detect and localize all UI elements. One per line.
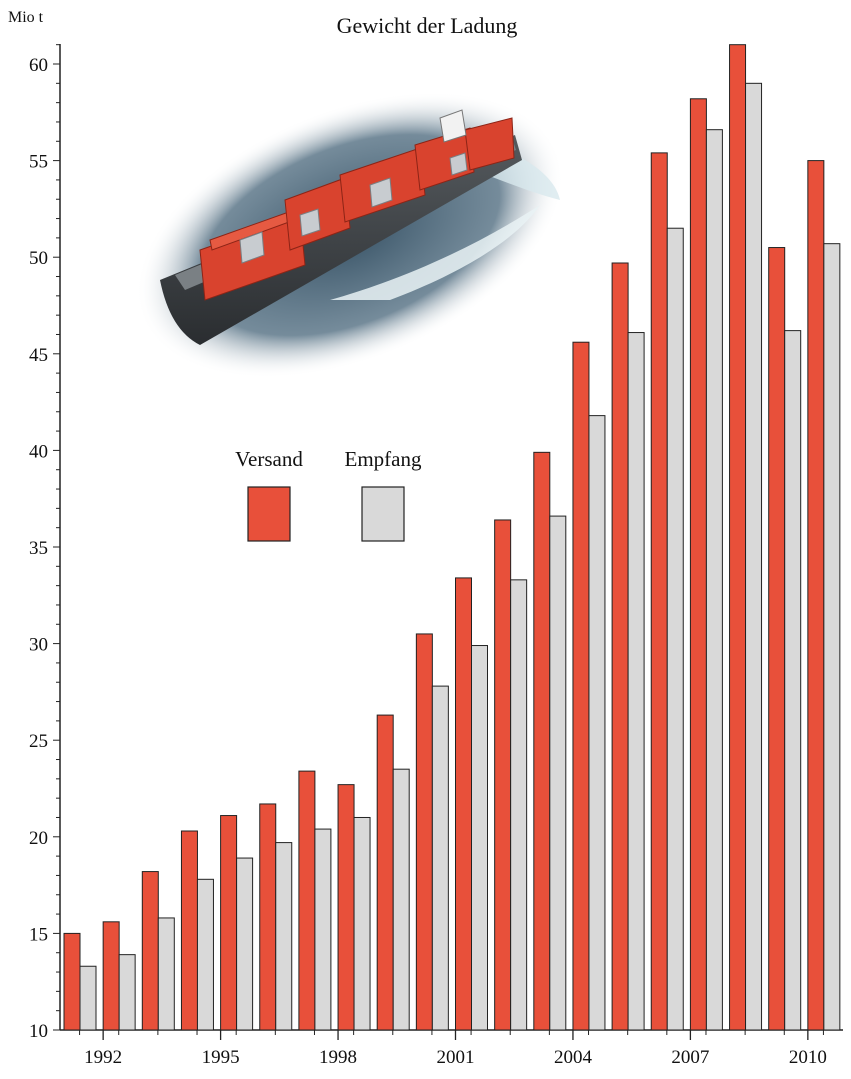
y-tick-label-35: 35	[29, 538, 48, 559]
bar-versand-2003	[533, 451, 551, 1031]
y-tick-label-55: 55	[29, 152, 48, 173]
bar-versand-2006	[650, 152, 668, 1031]
bar-empfang-2010	[823, 243, 841, 1031]
bar-versand-1993	[141, 871, 159, 1031]
bar-versand-1991	[63, 932, 81, 1031]
bar-empfang-1992	[118, 954, 136, 1031]
bar-versand-2009	[768, 247, 786, 1031]
bar-versand-1996	[259, 803, 277, 1031]
legend-swatch-empfang	[361, 486, 405, 542]
container-ship-photo	[136, 91, 564, 379]
x-tick-label-1995: 1995	[202, 1047, 240, 1068]
bar-empfang-2003	[549, 515, 567, 1031]
bar-empfang-2000	[431, 685, 449, 1031]
y-tick-label-20: 20	[29, 828, 48, 849]
bar-empfang-1999	[392, 768, 410, 1031]
bar-empfang-2009	[784, 330, 802, 1031]
bar-empfang-2007	[705, 129, 723, 1031]
y-tick-label-50: 50	[29, 248, 48, 269]
bar-empfang-2005	[627, 332, 645, 1031]
bars	[63, 44, 841, 1031]
bar-versand-1994	[180, 830, 198, 1031]
bar-versand-2002	[494, 519, 512, 1031]
legend: Versand Empfang	[235, 447, 422, 542]
bar-versand-1999	[376, 714, 394, 1031]
legend-label-versand: Versand	[235, 447, 303, 471]
y-axis-ticks: 10 15 20 25 30 35 40 45 50 55 60	[29, 44, 60, 1042]
bar-versand-2007	[689, 98, 707, 1031]
bar-empfang-2001	[471, 645, 488, 1031]
bar-empfang-1996	[275, 842, 293, 1031]
bar-empfang-2002	[510, 579, 528, 1031]
x-tick-label-2004: 2004	[554, 1047, 593, 1068]
bar-versand-2004	[572, 341, 590, 1031]
y-tick-label-45: 45	[29, 345, 48, 366]
legend-swatch-versand	[247, 486, 291, 542]
bar-empfang-1993	[157, 917, 175, 1031]
bar-versand-1992	[102, 921, 120, 1031]
x-tick-label-1998: 1998	[319, 1047, 357, 1068]
bar-empfang-1995	[236, 857, 254, 1031]
bar-empfang-2004	[588, 415, 606, 1031]
bar-versand-2000	[415, 633, 433, 1031]
bar-versand-1997	[298, 770, 316, 1031]
bar-empfang-2008	[745, 82, 763, 1031]
bar-empfang-1994	[196, 878, 214, 1031]
y-tick-label-25: 25	[29, 731, 48, 752]
x-tick-label-1992: 1992	[84, 1047, 122, 1068]
y-tick-label-40: 40	[29, 441, 48, 462]
x-tick-label-2010: 2010	[789, 1047, 827, 1068]
x-tick-label-2007: 2007	[671, 1047, 709, 1068]
bar-empfang-1997	[314, 828, 332, 1031]
y-tick-label-30: 30	[29, 635, 48, 656]
y-tick-label-15: 15	[29, 924, 48, 945]
bar-empfang-1998	[353, 816, 371, 1031]
y-tick-label-10: 10	[29, 1021, 48, 1042]
legend-label-empfang: Empfang	[345, 447, 422, 471]
bar-versand-1995	[220, 815, 238, 1031]
bar-versand-2010	[807, 160, 825, 1031]
chart-title: Gewicht der Ladung	[337, 13, 518, 38]
bar-versand-2008	[729, 44, 747, 1031]
x-axis-ticks: 1992 1995 1998 2001 2004 2007 2010	[79, 1030, 827, 1068]
bar-empfang-1991	[79, 965, 97, 1031]
y-tick-label-60: 60	[29, 55, 48, 76]
bar-versand-1998	[337, 784, 355, 1031]
bar-empfang-2006	[666, 227, 684, 1031]
y-axis-label: Mio t	[8, 9, 44, 26]
bar-versand-2001	[455, 577, 472, 1031]
x-tick-label-2001: 2001	[437, 1047, 475, 1068]
bar-versand-2005	[611, 262, 629, 1031]
